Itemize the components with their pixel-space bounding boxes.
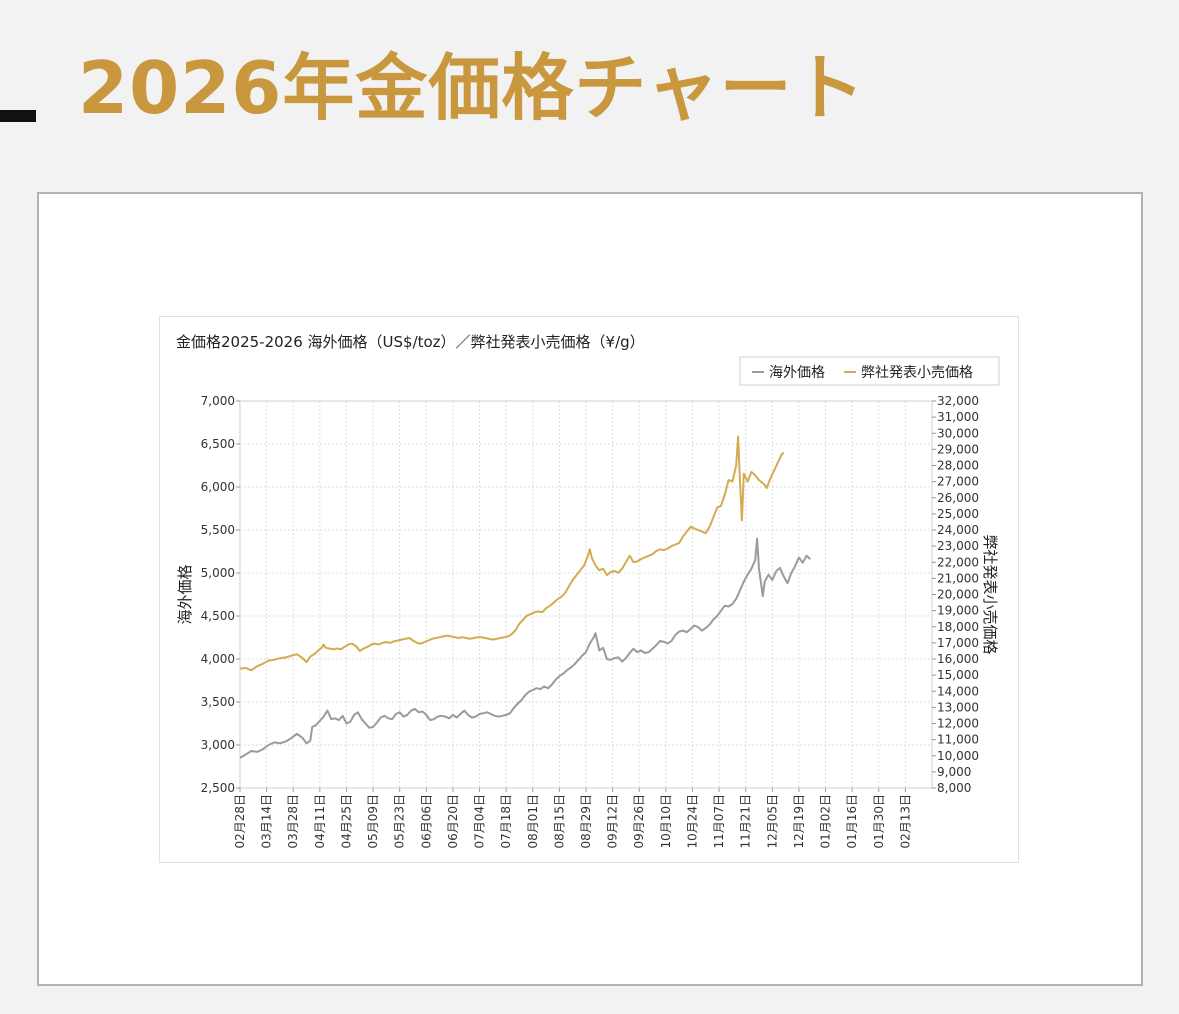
series-line-retail-price	[239, 435, 785, 672]
x-tick-label: 08月15日	[552, 794, 566, 849]
y-right-tick-label: 24,000	[937, 523, 979, 537]
x-tick-label: 07月04日	[473, 794, 487, 849]
page-title: 2026年金価格チャート	[78, 46, 866, 130]
chart-legend: 海外価格 弊社発表小売価格	[739, 356, 1000, 386]
x-tick-label: 01月02日	[819, 794, 833, 849]
gold-price-chart: 金価格2025-2026 海外価格（US$/toz）／弊社発表小売価格（¥/g）…	[176, 333, 1000, 849]
x-tick-label: 06月20日	[446, 794, 460, 849]
y-right-tick-label: 13,000	[937, 700, 979, 714]
y-right-tick-label: 20,000	[937, 588, 979, 602]
y-right-tick-label: 12,000	[937, 717, 979, 731]
y-right-tick-label: 32,000	[937, 394, 979, 408]
y-right-tick-label: 28,000	[937, 459, 979, 473]
grid	[239, 400, 933, 789]
y-left-tick-label: 6,500	[201, 437, 235, 451]
chart-title: 金価格2025-2026 海外価格（US$/toz）／弊社発表小売価格（¥/g）	[176, 333, 645, 351]
x-tick-label: 08月01日	[526, 794, 540, 849]
series-line-overseas-price	[239, 537, 811, 759]
y-right-tick-label: 15,000	[937, 668, 979, 682]
y-right-tick-label: 9,000	[937, 765, 971, 779]
y-left-tick-label: 5,500	[201, 523, 235, 537]
y-right-tick-label: 10,000	[937, 749, 979, 763]
y-left-tick-label: 6,000	[201, 480, 235, 494]
y-right-tick-label: 29,000	[937, 442, 979, 456]
x-tick-label: 08月29日	[579, 794, 593, 849]
x-tick-label: 02月28日	[233, 794, 247, 849]
y-right-tick-label: 27,000	[937, 475, 979, 489]
y-left-tick-label: 3,000	[201, 738, 235, 752]
y-left-tick-label: 7,000	[201, 394, 235, 408]
y-axis-left-label: 海外価格	[176, 564, 194, 624]
axes: 2,500 3,000 3,500 4,000 4,500 5,000 5,500 6,000…	[201, 394, 979, 849]
x-tick-label: 11月07日	[712, 794, 726, 849]
y-right-tick-label: 11,000	[937, 733, 979, 747]
x-tick-label: 12月05日	[765, 794, 779, 849]
chart-card: 金価格2025-2026 海外価格（US$/toz）／弊社発表小売価格（¥/g）…	[37, 192, 1143, 986]
y-right-tick-label: 16,000	[937, 652, 979, 666]
y-right-tick-label: 30,000	[937, 426, 979, 440]
y-right-tick-label: 22,000	[937, 555, 979, 569]
series-lines	[239, 435, 811, 759]
y-right-tick-label: 17,000	[937, 636, 979, 650]
x-tick-label: 06月06日	[419, 794, 433, 849]
x-tick-label: 07月18日	[499, 794, 513, 849]
y-right-tick-label: 14,000	[937, 684, 979, 698]
x-tick-label: 01月30日	[872, 794, 886, 849]
y-left-tick-label: 5,000	[201, 566, 235, 580]
y-right-tick-label: 8,000	[937, 781, 971, 795]
x-tick-label: 04月11日	[313, 794, 327, 849]
y-axis-right-label: 弊社発表小売価格	[981, 534, 999, 654]
x-tick-label: 01月16日	[845, 794, 859, 849]
title-accent-bar	[0, 110, 36, 122]
y-left-tick-label: 4,500	[201, 609, 235, 623]
y-right-tick-label: 26,000	[937, 491, 979, 505]
x-tick-label: 04月25日	[339, 794, 353, 849]
y-left-tick-label: 2,500	[201, 781, 235, 795]
x-tick-label: 09月26日	[632, 794, 646, 849]
x-tick-label: 10月24日	[685, 794, 699, 849]
y-left-tick-label: 4,000	[201, 652, 235, 666]
y-right-tick-label: 19,000	[937, 604, 979, 618]
x-tick-label: 03月14日	[260, 794, 274, 849]
x-tick-label: 10月10日	[659, 794, 673, 849]
x-tick-label: 02月13日	[898, 794, 912, 849]
x-tick-label: 11月21日	[739, 794, 753, 849]
chart-panel: 金価格2025-2026 海外価格（US$/toz）／弊社発表小売価格（¥/g）…	[159, 316, 1019, 863]
x-tick-label: 05月09日	[366, 794, 380, 849]
x-tick-label: 09月12日	[606, 794, 620, 849]
legend-label-retail: 弊社発表小売価格	[861, 365, 973, 381]
x-tick-label: 03月28日	[286, 794, 300, 849]
y-right-tick-label: 25,000	[937, 507, 979, 521]
x-tick-label: 05月23日	[393, 794, 407, 849]
y-right-tick-label: 31,000	[937, 410, 979, 424]
y-right-tick-label: 21,000	[937, 571, 979, 585]
legend-label-overseas: 海外価格	[769, 365, 825, 381]
x-tick-label: 12月19日	[792, 794, 806, 849]
y-left-tick-label: 3,500	[201, 695, 235, 709]
legend-box	[739, 356, 1000, 386]
y-right-tick-label: 23,000	[937, 539, 979, 553]
y-right-tick-label: 18,000	[937, 620, 979, 634]
